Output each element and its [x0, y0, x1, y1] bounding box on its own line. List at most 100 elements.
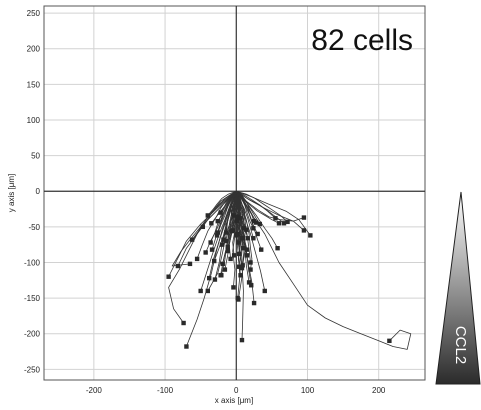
cell-track-line — [235, 191, 248, 256]
cell-track-line — [235, 190, 254, 229]
y-tick-label: 100 — [27, 116, 41, 125]
track-endpoint-marker — [224, 230, 229, 235]
track-endpoint-marker — [175, 263, 181, 269]
track-endpoint-marker — [248, 267, 253, 272]
track-endpoint-marker — [281, 221, 287, 226]
x-tick-label: -200 — [86, 386, 103, 395]
track-endpoint-marker — [234, 233, 239, 238]
cell-track-line — [191, 190, 237, 240]
y-tick-label: -50 — [28, 223, 40, 232]
track-endpoint-marker — [276, 221, 282, 226]
track-endpoint-marker — [387, 338, 392, 344]
track-endpoints — [166, 210, 392, 349]
track-endpoint-marker — [225, 244, 230, 249]
track-endpoint-marker — [205, 288, 210, 294]
track-endpoint-marker — [198, 288, 203, 294]
cell-track-line — [236, 190, 276, 219]
cell-count-annotation: 82 cells — [311, 24, 413, 57]
track-endpoint-marker — [181, 320, 186, 326]
tick-labels: -200 -100 0 100 200 -250 -200 -150 -100 -50 0 50 100… — [24, 9, 386, 395]
y-tick-label: 200 — [27, 45, 41, 54]
track-endpoint-marker — [231, 213, 236, 218]
x-tick-label: -100 — [157, 386, 174, 395]
x-tick-label: 100 — [301, 386, 315, 395]
track-endpoint-marker — [238, 216, 243, 221]
cell-track-line — [232, 191, 237, 256]
cell-track-line — [236, 190, 288, 223]
y-tick-label: -150 — [24, 294, 41, 303]
track-endpoint-marker — [212, 277, 218, 282]
cell-track-line — [236, 190, 261, 225]
track-endpoint-marker — [257, 221, 262, 227]
cell-track-line — [235, 191, 246, 266]
y-tick-label: -200 — [24, 330, 41, 339]
track-endpoint-marker — [248, 260, 253, 265]
cell-track-line — [168, 190, 237, 324]
gradient-label: CCL2 — [452, 326, 469, 364]
track-endpoint-marker — [215, 218, 220, 224]
track-endpoint-marker — [241, 246, 246, 251]
track-endpoint-marker — [212, 258, 217, 264]
track-endpoint-marker — [189, 237, 195, 242]
track-endpoint-marker — [228, 256, 233, 262]
y-tick-label: 0 — [36, 187, 41, 196]
track-endpoint-marker — [218, 210, 223, 215]
track-endpoint-marker — [251, 226, 256, 231]
track-endpoint-marker — [244, 247, 250, 252]
track-endpoint-marker — [235, 214, 240, 220]
track-endpoint-marker — [194, 256, 200, 262]
track-endpoint-marker — [214, 233, 220, 238]
track-endpoint-marker — [231, 253, 237, 258]
track-endpoint-marker — [187, 261, 193, 267]
track-endpoint-marker — [239, 236, 244, 241]
track-endpoint-marker — [239, 265, 245, 271]
track-endpoint-marker — [203, 250, 208, 255]
cell-track-line — [211, 191, 237, 250]
track-endpoint-marker — [236, 251, 242, 257]
y-tick-label: -250 — [24, 365, 41, 374]
track-endpoint-marker — [184, 344, 189, 349]
y-tick-label: -100 — [24, 258, 41, 267]
grid-lines — [44, 6, 425, 380]
track-endpoint-marker — [205, 213, 210, 218]
track-endpoint-marker — [251, 236, 256, 241]
track-endpoint-marker — [275, 246, 280, 251]
y-axis-title: y axis [μm] — [7, 174, 16, 212]
track-endpoint-marker — [245, 236, 250, 241]
track-endpoint-marker — [209, 247, 215, 252]
track-endpoint-marker — [236, 264, 242, 269]
plot-frame — [43, 5, 426, 381]
cell-track-line — [235, 191, 266, 292]
track-endpoint-marker — [254, 220, 259, 225]
track-endpoint-marker — [236, 297, 241, 302]
track-endpoint-marker — [219, 242, 225, 247]
track-endpoint-marker — [239, 337, 245, 343]
y-tick-label: 250 — [27, 9, 41, 18]
cell-track-line — [168, 190, 237, 277]
track-endpoint-marker — [220, 261, 225, 267]
track-endpoint-marker — [234, 218, 240, 224]
track-endpoint-marker — [236, 240, 241, 245]
track-endpoint-marker — [251, 300, 257, 306]
x-tick-label: 0 — [234, 386, 239, 395]
track-endpoint-marker — [301, 215, 307, 220]
cell-track-line — [213, 191, 237, 262]
track-endpoint-marker — [166, 274, 171, 279]
track-endpoint-marker — [219, 273, 224, 278]
cell-track-line — [235, 190, 412, 350]
track-endpoint-marker — [209, 221, 214, 226]
track-endpoint-marker — [301, 228, 307, 233]
track-endpoint-marker — [246, 280, 252, 285]
track-endpoint-marker — [221, 237, 226, 242]
track-endpoint-marker — [215, 230, 220, 235]
track-endpoint-marker — [241, 226, 247, 231]
cell-track-line — [200, 191, 237, 292]
cell-tracks — [168, 190, 412, 350]
track-endpoint-marker — [262, 288, 267, 294]
track-endpoint-marker — [238, 273, 243, 278]
track-endpoint-marker — [231, 285, 236, 290]
track-endpoint-marker — [208, 240, 213, 245]
track-endpoint-marker — [273, 216, 278, 221]
cell-track-line — [236, 190, 305, 231]
